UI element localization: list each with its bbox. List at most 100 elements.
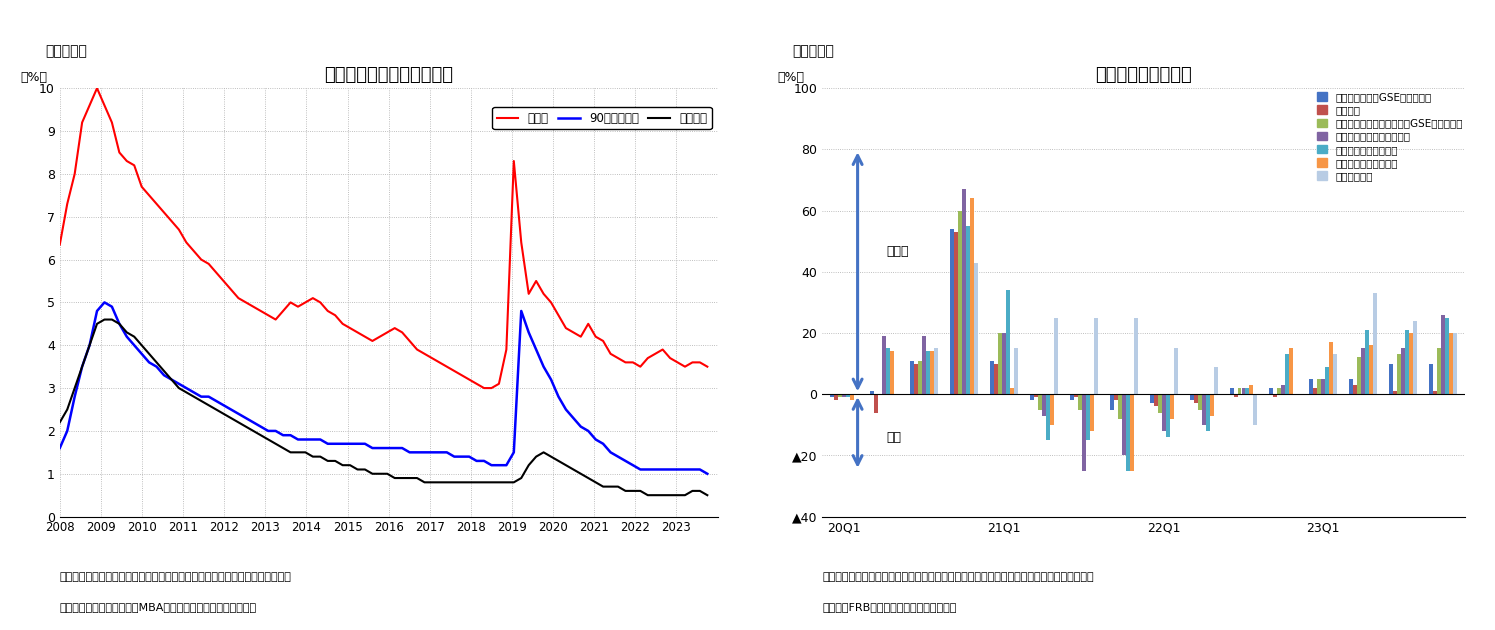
Bar	[1118, 394, 1121, 419]
Bar	[1070, 394, 1073, 400]
Text: 緩和: 緩和	[887, 431, 901, 444]
Text: （資料）FRBよりニッセイ基礎研究所作成: （資料）FRBよりニッセイ基礎研究所作成	[822, 602, 957, 612]
Bar	[994, 364, 999, 394]
Bar	[1049, 394, 1054, 425]
Bar	[1350, 379, 1353, 394]
Bar	[846, 394, 851, 398]
Bar	[1405, 330, 1410, 394]
Bar	[1326, 367, 1329, 394]
Bar	[1154, 394, 1157, 406]
Bar	[1365, 330, 1369, 394]
Bar	[1245, 388, 1250, 394]
Bar	[1322, 379, 1326, 394]
Bar	[1162, 394, 1166, 431]
Bar	[1038, 394, 1042, 410]
Title: 住宅ローン延滞、差押え率: 住宅ローン延滞、差押え率	[324, 66, 453, 84]
Bar	[1289, 348, 1293, 394]
Bar	[1353, 385, 1357, 394]
Bar	[1413, 321, 1417, 394]
Bar	[1446, 318, 1449, 394]
Bar	[1193, 394, 1197, 403]
Bar	[922, 336, 925, 394]
Bar	[1277, 388, 1281, 394]
Bar	[1229, 388, 1233, 394]
Legend: 延滞率, 90日超延滞率, 差押え率: 延滞率, 90日超延滞率, 差押え率	[492, 107, 712, 129]
Legend: 政府保証機関（GSE）基準適格, 政府保証, 適格ローン（金額上限内、GSE基準未達）, 適格ローン（金額上限超）, 非適格（金額上限超）, 非適格（金額上限内: 政府保証機関（GSE）基準適格, 政府保証, 適格ローン（金額上限内、GSE基準…	[1314, 89, 1467, 184]
Bar	[1166, 394, 1169, 437]
Bar	[1449, 333, 1453, 394]
Text: （%）: （%）	[21, 71, 48, 84]
Bar	[882, 336, 887, 394]
Bar	[1369, 345, 1374, 394]
Bar	[1090, 394, 1094, 431]
Bar	[1410, 333, 1413, 394]
Bar	[1241, 388, 1245, 394]
Bar	[1314, 388, 1317, 394]
Bar	[1197, 394, 1202, 410]
Bar	[1094, 318, 1097, 394]
Bar	[1157, 394, 1162, 413]
Bar	[1209, 394, 1214, 416]
Text: 厳格化: 厳格化	[887, 244, 909, 258]
Text: （%）: （%）	[777, 71, 804, 84]
Bar	[1362, 348, 1365, 394]
Bar	[1389, 364, 1393, 394]
Bar	[1274, 394, 1277, 398]
Bar	[1202, 394, 1205, 425]
Bar	[1085, 394, 1090, 440]
Bar	[834, 394, 839, 400]
Bar	[966, 226, 970, 394]
Bar	[875, 394, 878, 413]
Bar	[1441, 314, 1446, 394]
Bar	[1334, 355, 1338, 394]
Bar	[1150, 394, 1154, 403]
Bar	[1114, 394, 1118, 400]
Bar	[1169, 394, 1174, 419]
Bar	[910, 360, 913, 394]
Bar	[1006, 290, 1011, 394]
Text: （図表９）: （図表９）	[792, 44, 834, 58]
Bar	[999, 333, 1002, 394]
Bar	[1011, 388, 1014, 394]
Bar	[1393, 391, 1398, 394]
Bar	[918, 360, 922, 394]
Bar	[1190, 394, 1193, 400]
Bar	[1130, 394, 1133, 471]
Bar	[1205, 394, 1209, 431]
Bar	[925, 352, 930, 394]
Bar	[973, 263, 978, 394]
Bar	[1238, 388, 1241, 394]
Bar	[1082, 394, 1085, 471]
Bar	[830, 394, 834, 398]
Bar	[851, 394, 854, 400]
Bar	[839, 394, 842, 398]
Bar	[890, 352, 894, 394]
Bar	[887, 348, 890, 394]
Bar	[930, 352, 934, 394]
Bar	[1281, 385, 1286, 394]
Text: （資料）米抵当銀行協会（MBA）よりニッセイ基礎研究所作成: （資料）米抵当銀行協会（MBA）よりニッセイ基礎研究所作成	[60, 602, 257, 612]
Bar	[970, 198, 973, 394]
Bar	[842, 394, 846, 398]
Bar	[1014, 348, 1018, 394]
Title: 住宅ローン貸出基準: 住宅ローン貸出基準	[1096, 66, 1192, 84]
Bar	[1437, 348, 1441, 394]
Bar	[961, 189, 966, 394]
Bar	[1133, 318, 1138, 394]
Bar	[1109, 394, 1114, 410]
Bar	[1002, 333, 1006, 394]
Bar	[1434, 391, 1437, 394]
Bar	[1317, 379, 1322, 394]
Bar	[1030, 394, 1035, 400]
Bar	[1453, 333, 1458, 394]
Bar	[958, 210, 961, 394]
Bar	[1250, 385, 1253, 394]
Bar	[1401, 348, 1405, 394]
Bar	[1253, 394, 1257, 425]
Bar	[1121, 394, 1126, 455]
Bar	[1078, 394, 1082, 410]
Bar	[1054, 318, 1058, 394]
Text: （図表８）: （図表８）	[45, 44, 87, 58]
Bar	[1329, 342, 1334, 394]
Bar	[1233, 394, 1238, 398]
